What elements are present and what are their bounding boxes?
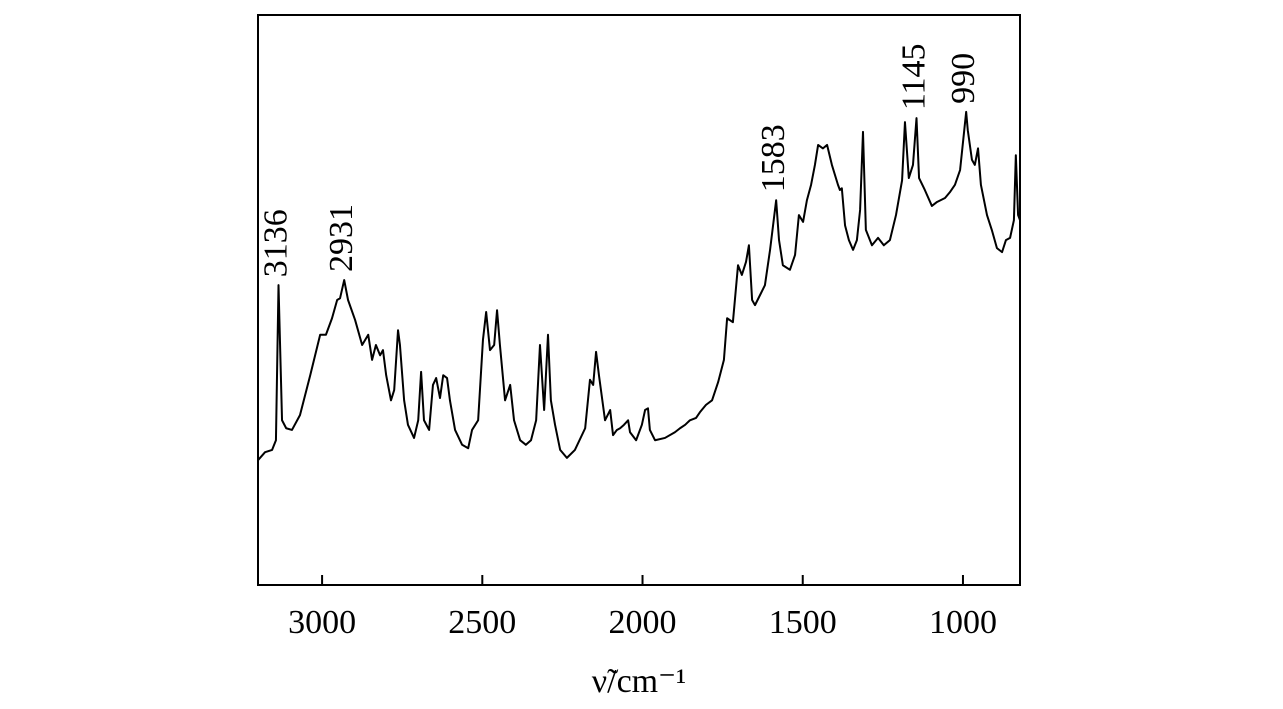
x-tick-label: 2500 bbox=[448, 604, 516, 641]
plot-frame bbox=[257, 14, 1021, 586]
x-tick-label: 3000 bbox=[288, 604, 356, 641]
peak-label: 1583 bbox=[755, 124, 792, 192]
spectrum-line bbox=[257, 110, 1021, 461]
peak-label: 2931 bbox=[323, 204, 360, 272]
peak-label: 990 bbox=[945, 53, 982, 104]
x-tick-label: 2000 bbox=[609, 604, 677, 641]
peak-label: 3136 bbox=[257, 209, 294, 277]
x-tick-label: 1500 bbox=[769, 604, 837, 641]
peak-label: 1145 bbox=[895, 43, 932, 110]
x-tick-label: 1000 bbox=[929, 604, 997, 641]
x-axis-label: ν̃/cm⁻¹ bbox=[592, 663, 687, 700]
